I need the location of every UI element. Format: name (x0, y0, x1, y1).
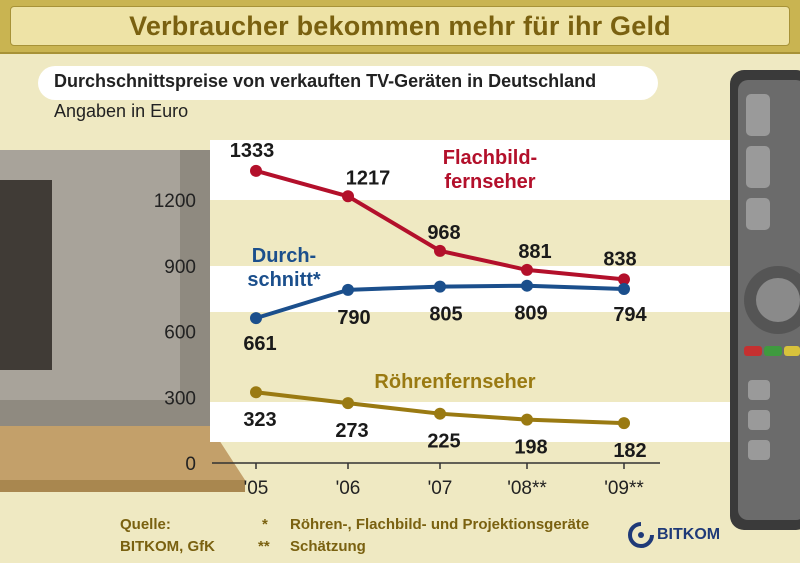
data-point-flachbild (618, 273, 630, 286)
x-tick-label: '06 (336, 478, 361, 499)
header-bar: Verbraucher bekommen mehr für ihr Geld (0, 0, 800, 54)
data-point-flachbild (250, 164, 262, 177)
data-label-durchschnitt: 661 (243, 333, 276, 355)
data-label-flachbild: 1217 (346, 167, 391, 189)
series-label-durchschnitt: Durch- (252, 245, 316, 267)
band-roehre (210, 402, 730, 442)
data-label-flachbild: 1333 (230, 140, 275, 162)
remote-illustration (730, 70, 800, 530)
data-label-roehre: 225 (427, 431, 460, 453)
series-label-roehre: Röhrenfernseher (374, 371, 535, 393)
data-label-durchschnitt: 794 (613, 304, 647, 326)
data-label-flachbild: 838 (603, 248, 636, 270)
data-label-durchschnitt: 809 (514, 303, 547, 325)
band-flachbild (210, 140, 730, 200)
x-tick-label: '09** (604, 478, 644, 499)
note1-text: Röhren-, Flachbild- und Projektionsgerät… (290, 516, 590, 533)
data-point-roehre (250, 386, 262, 399)
x-tick-label: '05 (244, 478, 269, 499)
tv-illustration (0, 150, 245, 492)
data-label-durchschnitt: 805 (429, 304, 462, 326)
note2-text: Schätzung (290, 538, 366, 555)
data-label-roehre: 198 (514, 437, 547, 459)
note1-mark: * (262, 516, 268, 533)
data-point-roehre (434, 407, 446, 420)
data-point-durchschnitt (618, 282, 630, 295)
bitkom-logo-icon (628, 522, 654, 548)
data-label-durchschnitt: 790 (337, 307, 370, 329)
data-point-durchschnitt (434, 280, 446, 293)
data-point-roehre (342, 397, 354, 410)
unit-label: Angaben in Euro (54, 101, 189, 121)
data-label-flachbild: 968 (427, 222, 460, 244)
axes: 0 300 600 900 1200 '05 '06 '07 '08** '09** (154, 191, 660, 499)
bitkom-logo-text: BITKOM (657, 526, 721, 543)
data-point-flachbild (521, 263, 533, 276)
chart-subtitle: Durchschnittspreise von verkauften TV-Ge… (54, 71, 597, 91)
y-tick-label: 1200 (154, 191, 196, 212)
series-label-flachbild: fernseher (444, 171, 535, 193)
data-label-roehre: 182 (613, 440, 646, 462)
data-point-flachbild (342, 190, 354, 203)
data-point-roehre (618, 417, 630, 430)
headline: Verbraucher bekommen mehr für ihr Geld (129, 10, 671, 41)
source-value: BITKOM, GfK (120, 538, 215, 555)
data-point-flachbild (434, 244, 446, 257)
series-layer: 1333 1217 968 881 838 Flachbild-fernseher 661 7… (230, 140, 648, 462)
data-label-flachbild: 881 (518, 241, 551, 263)
note2-mark: ** (258, 538, 270, 555)
x-tick-label: '07 (428, 478, 453, 499)
data-point-roehre (521, 413, 533, 426)
series-label-durchschnitt: schnitt* (247, 269, 321, 291)
data-point-durchschnitt (250, 312, 262, 325)
data-point-durchschnitt (521, 279, 533, 292)
bitkom-logo: BITKOM (628, 522, 720, 548)
subtitle-box (38, 66, 658, 100)
y-tick-label: 600 (164, 323, 196, 344)
headline-box: Verbraucher bekommen mehr für ihr Geld (10, 6, 790, 46)
data-label-roehre: 323 (243, 409, 276, 431)
y-tick-label: 900 (164, 257, 196, 278)
y-tick-label: 0 (185, 454, 196, 475)
x-tick-label: '08** (507, 478, 547, 499)
source-label: Quelle: (120, 516, 171, 533)
series-label-flachbild: Flachbild- (443, 147, 537, 169)
y-tick-label: 300 (164, 388, 196, 409)
data-point-durchschnitt (342, 283, 354, 296)
data-label-roehre: 273 (335, 420, 368, 442)
